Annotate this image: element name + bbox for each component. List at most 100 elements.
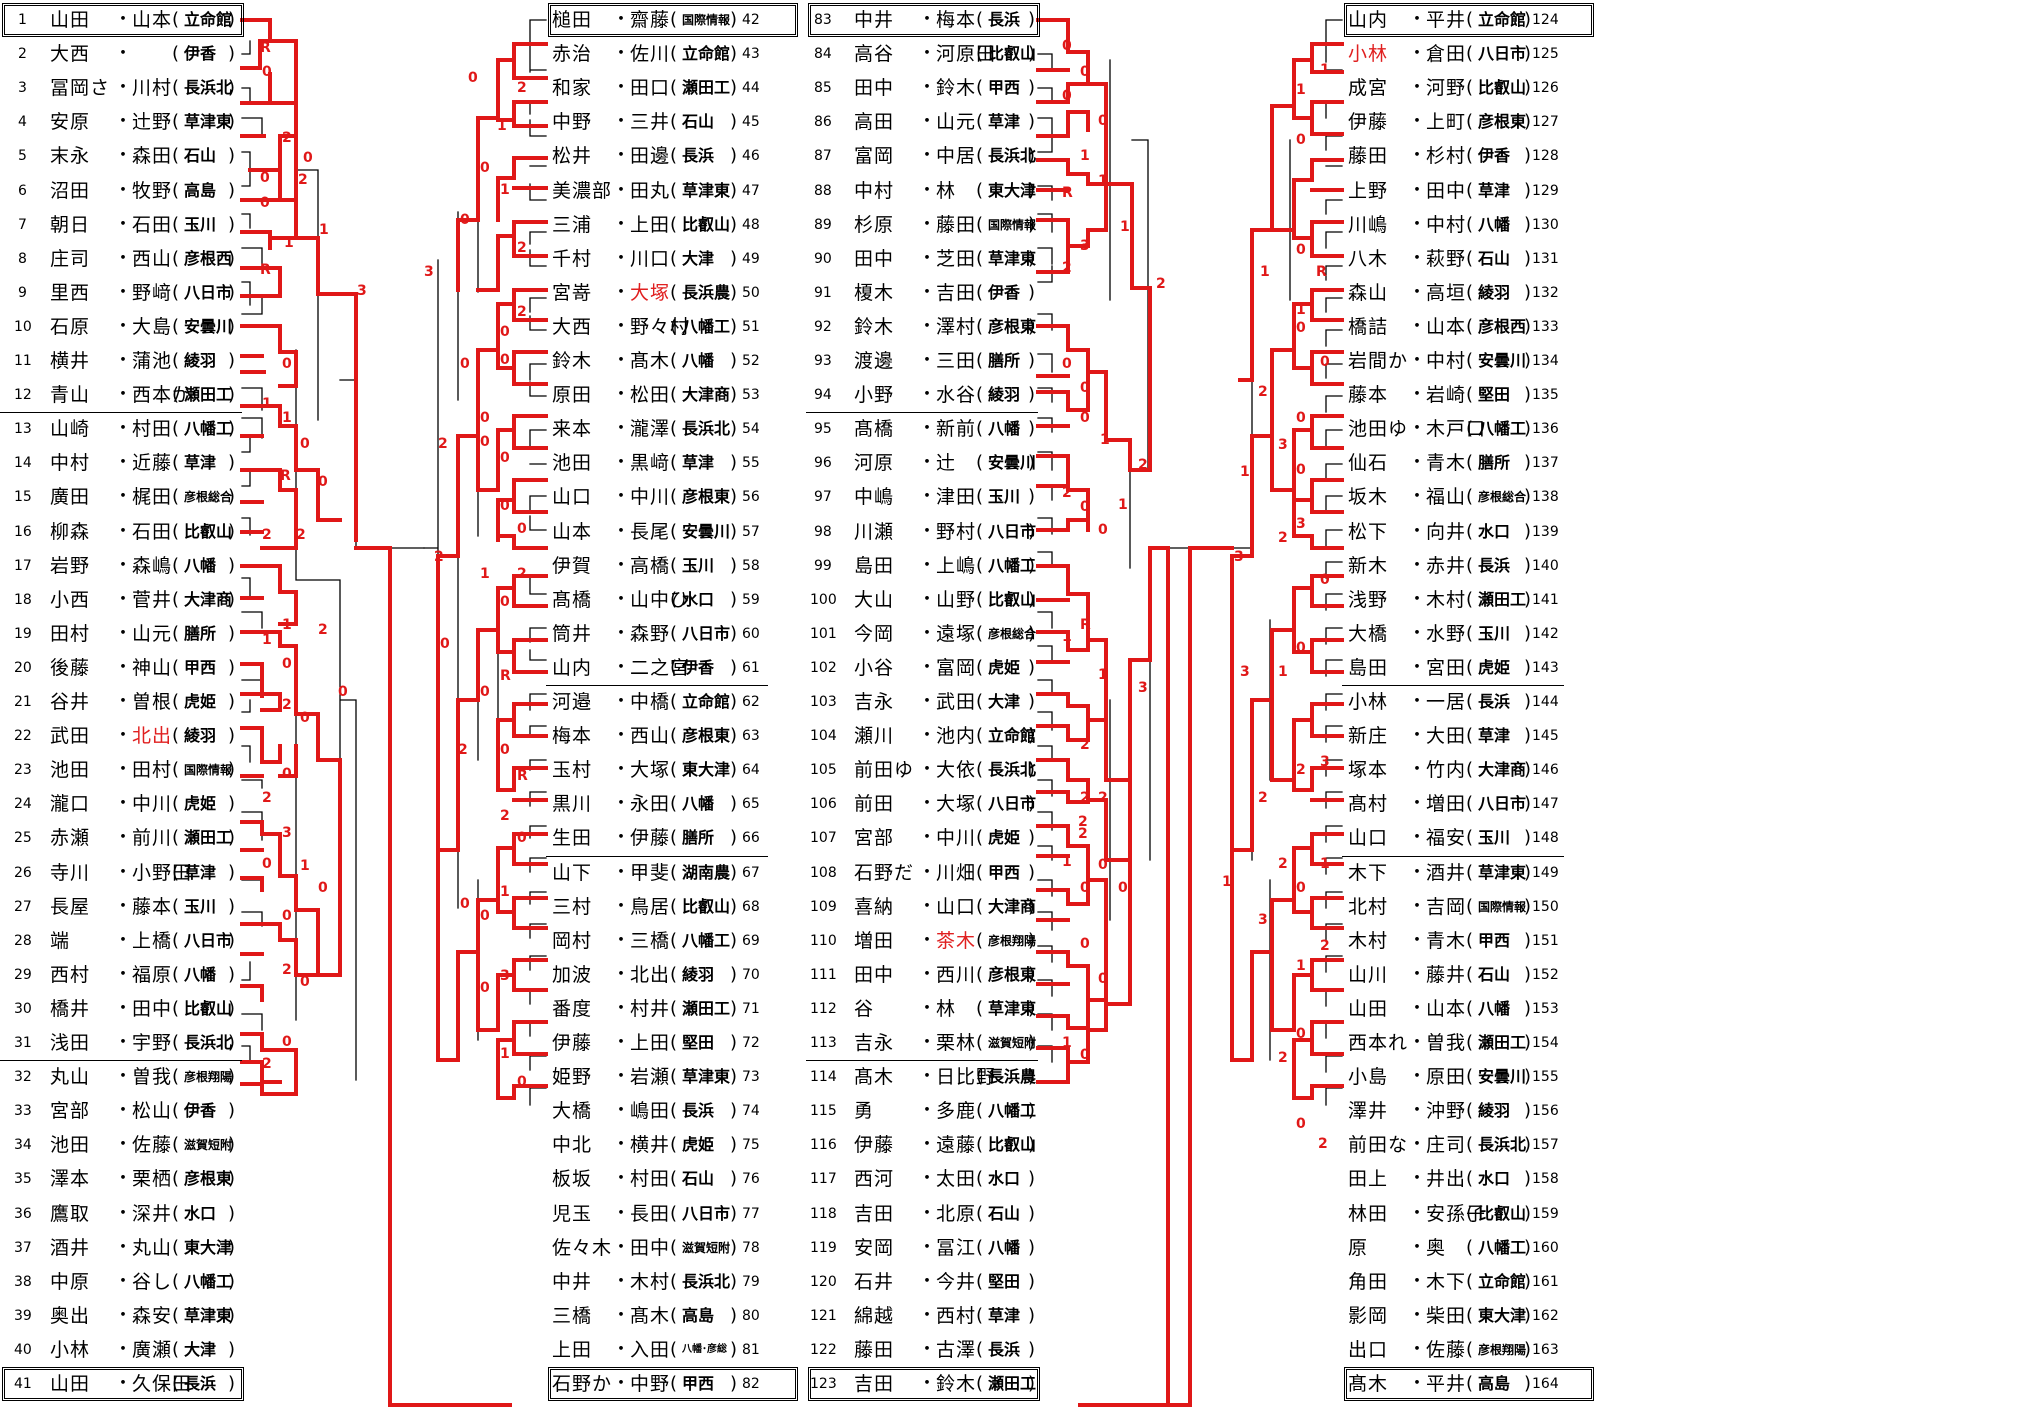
name-separator: ・ — [1408, 997, 1426, 1019]
player-b-name: 大塚 — [630, 281, 671, 304]
entry-number: 99 — [814, 557, 832, 574]
school-name: 滋賀短附 — [184, 1138, 233, 1153]
entry-number: 3 — [18, 80, 27, 97]
match-score: 0 — [517, 1074, 527, 1090]
player-a-name: 西村 — [50, 963, 91, 986]
paren-close: ) — [228, 520, 236, 542]
match-score: 2 — [517, 80, 527, 96]
paren-close: ) — [730, 1168, 738, 1190]
bracket-entry: 164 髙木・平井(高島) — [1342, 1368, 1564, 1400]
entry-number: 32 — [14, 1069, 32, 1086]
match-score: 0 — [1296, 462, 1306, 478]
paren-open: ( — [172, 247, 180, 269]
match-score: 0 — [440, 636, 450, 652]
paren-open: ( — [976, 691, 984, 712]
entry-number: 64 — [742, 762, 760, 779]
paren-open: ( — [670, 1373, 678, 1394]
match-score: 0 — [480, 980, 490, 996]
school-name: 瀬田工 — [682, 78, 731, 98]
player-a-name: 寺川 — [50, 861, 91, 884]
name-separator: ・ — [114, 554, 132, 576]
school-name: 比叡山 — [682, 896, 731, 916]
player-a-name: 谷 — [854, 997, 875, 1020]
bracket-entry: 67 山下・甲斐(湖南農) — [546, 857, 768, 889]
paren-open: ( — [670, 929, 678, 951]
bracket-entry: 49 千村・川口(大津) — [546, 243, 768, 275]
paren-close: ) — [1028, 1202, 1036, 1224]
player-b-name: 上町 — [1426, 111, 1467, 134]
bracket-entry: 86 高田 ・山元(草津) — [806, 106, 1038, 138]
paren-open: ( — [976, 247, 984, 269]
bracket-entry: 79 中井・木村(長浜北) — [546, 1266, 768, 1298]
name-separator: ・ — [612, 281, 630, 303]
school-name: 八日市 — [682, 623, 731, 643]
match-score: 1 — [282, 410, 292, 426]
match-score: 1 — [1062, 1035, 1072, 1051]
school-name: 八幡工 — [682, 930, 731, 950]
seed-box — [808, 1367, 1040, 1401]
name-separator: ・ — [612, 77, 630, 99]
player-b-name: 西山 — [630, 725, 671, 748]
player-b-name: 深井 — [132, 1202, 173, 1225]
bracket-entry: 63 梅本・西山(彦根東) — [546, 720, 768, 752]
name-separator: ・ — [918, 827, 936, 849]
entry-number: 27 — [14, 898, 32, 915]
entry-number: 60 — [742, 625, 760, 642]
entry-number: 152 — [1532, 966, 1559, 983]
paren-open: ( — [1466, 929, 1474, 951]
paren-close: ) — [1524, 315, 1532, 337]
player-b-name: 酒井 — [1426, 861, 1467, 884]
match-score: 2 — [282, 130, 292, 146]
player-b-name: 森嶋 — [132, 554, 173, 577]
name-separator: ・ — [918, 213, 936, 235]
player-b-name: 蒲池 — [132, 350, 173, 372]
entry-number: 10 — [14, 318, 32, 335]
school-name: 八幡 — [1478, 998, 1511, 1018]
paren-open: ( — [670, 384, 678, 406]
name-separator: ・ — [114, 213, 132, 235]
player-a-name: 小西 — [50, 588, 91, 611]
paren-open: ( — [172, 929, 180, 951]
paren-close: ) — [1028, 997, 1036, 1019]
paren-open: ( — [172, 691, 180, 712]
school-name: 伊香 — [1478, 146, 1511, 166]
paren-open: ( — [976, 9, 984, 30]
player-a-name: 長屋 — [50, 895, 91, 918]
player-a-name: 榎木 — [854, 281, 895, 304]
school-name: 彦根翔陽 — [184, 1070, 233, 1085]
school-name: 大津商 — [682, 385, 731, 405]
player-b-name: 沖野 — [1426, 1100, 1467, 1123]
paren-close: ) — [228, 588, 236, 610]
paren-close: ) — [730, 691, 738, 712]
name-separator: ・ — [114, 1304, 132, 1326]
bracket-entry: 111 田中 ・西川(彦根東) — [806, 959, 1038, 991]
player-b-name: 三橋 — [630, 929, 671, 952]
paren-open: ( — [976, 179, 984, 201]
player-b-name: 田中 — [1426, 179, 1467, 202]
name-separator: ・ — [612, 384, 630, 406]
match-score: 3 — [1258, 912, 1268, 928]
entry-number: 101 — [810, 625, 837, 642]
school-name: 瀬田工 — [988, 1374, 1037, 1393]
group-divider — [546, 685, 768, 686]
bracket-entry: 146 塚本・竹内(大津商) — [1342, 754, 1564, 786]
player-b-name: 竹内 — [1426, 759, 1467, 782]
name-separator: ・ — [114, 725, 132, 747]
player-b-name: 長尾 — [630, 520, 671, 543]
bracket-entry: 41 山田 ・久保田(長浜) — [0, 1368, 242, 1400]
entry-number: 87 — [814, 148, 832, 165]
paren-open: ( — [1466, 111, 1474, 133]
paren-close: ) — [228, 350, 236, 371]
match-score: R — [1062, 185, 1073, 201]
entry-number: 34 — [14, 1137, 32, 1154]
match-score: 0 — [500, 324, 510, 340]
bracket-entry: 58 伊賀・高橋(玉川) — [546, 550, 768, 582]
player-b-name: 上田 — [630, 1032, 671, 1054]
bracket-entry: 13 山崎 ・村田(八幡工) — [0, 413, 242, 445]
player-a-name: 前田ゆ — [854, 759, 915, 782]
paren-open: ( — [1466, 179, 1474, 201]
bracket-entry: 50 宮嵜・大塚(長浜農) — [546, 277, 768, 309]
entry-number: 131 — [1532, 250, 1559, 267]
paren-close: ) — [1028, 691, 1036, 712]
paren-open: ( — [976, 963, 984, 985]
